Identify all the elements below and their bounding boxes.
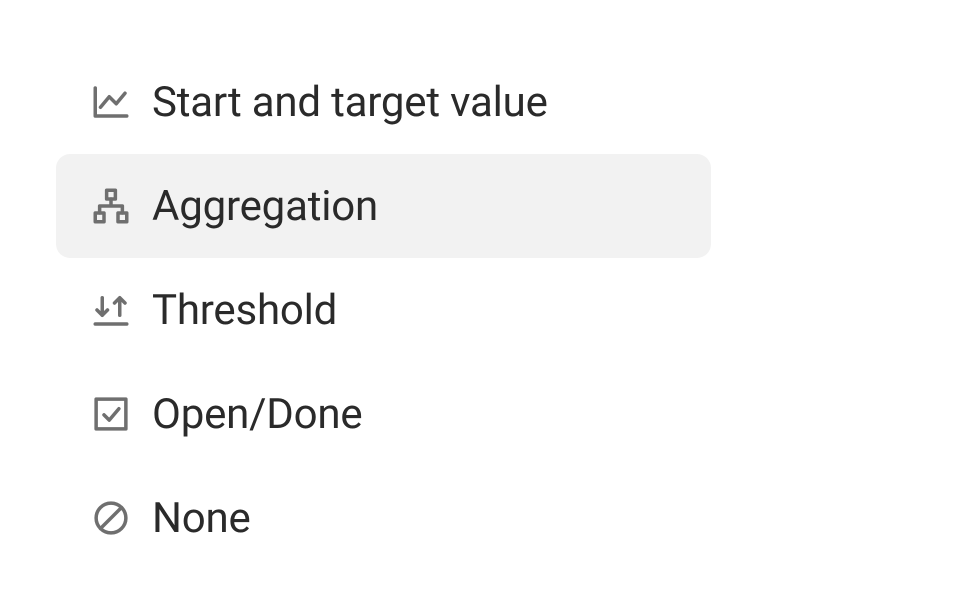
- menu-item-threshold[interactable]: Threshold: [56, 258, 711, 362]
- menu-item-open-done[interactable]: Open/Done: [56, 362, 711, 466]
- menu-item-label: Aggregation: [152, 182, 378, 231]
- hierarchy-icon: [90, 185, 132, 227]
- threshold-icon: [90, 289, 132, 331]
- menu-item-start-target[interactable]: Start and target value: [56, 50, 711, 154]
- checkbox-icon: [90, 393, 132, 435]
- menu-item-label: Open/Done: [152, 390, 362, 439]
- chart-line-icon: [90, 81, 132, 123]
- prohibit-icon: [90, 497, 132, 539]
- menu: Start and target value Aggregation Thres…: [56, 50, 711, 570]
- menu-item-label: Threshold: [152, 286, 337, 335]
- menu-item-none[interactable]: None: [56, 466, 711, 570]
- menu-item-label: Start and target value: [152, 78, 548, 127]
- menu-item-aggregation[interactable]: Aggregation: [56, 154, 711, 258]
- menu-item-label: None: [152, 494, 251, 543]
